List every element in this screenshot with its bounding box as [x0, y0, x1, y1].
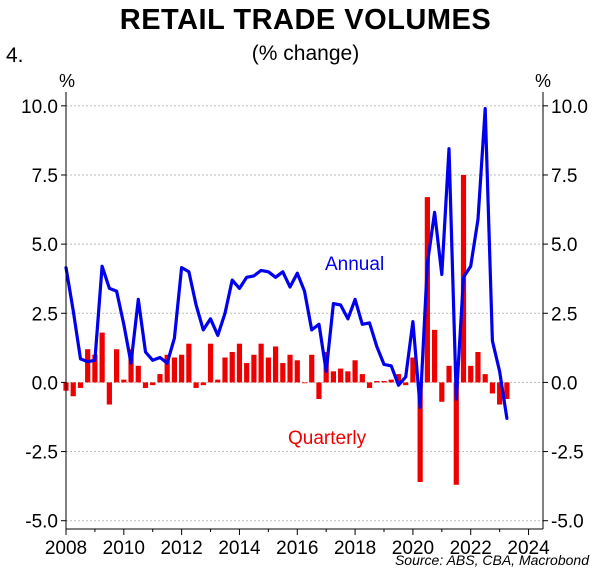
quarterly-bar: [309, 354, 315, 383]
quarterly-bar: [446, 365, 452, 383]
y-tick-label-left: 5.0: [32, 235, 58, 256]
quarterly-bar: [453, 382, 459, 485]
annual-line: [64, 106, 509, 420]
quarterly-bar: [272, 346, 279, 383]
x-tick-label: 2020: [392, 538, 434, 559]
quarterly-bar: [70, 382, 76, 397]
quarterly-bar: [179, 354, 185, 383]
quarterly-bar: [142, 382, 149, 388]
quarterly-bar: [85, 349, 91, 383]
quarterly-bar: [207, 343, 214, 383]
y-tick-label-right: 2.5: [551, 304, 577, 325]
source-note: Source: ABS, CBA, Macrobond: [394, 552, 589, 568]
quarterly-bar: [431, 329, 438, 383]
quarterly-bar: [229, 351, 235, 383]
quarterly-bar: [150, 382, 156, 386]
x-tick-label: 2016: [276, 538, 318, 559]
y-tick-label-left: 10.0: [21, 97, 58, 118]
quarterly-bar: [128, 349, 134, 383]
quarterly-bar: [489, 382, 496, 394]
quarterly-bar: [215, 379, 221, 383]
quarterly-bars: [63, 174, 510, 485]
y-tick-label-right: 10.0: [551, 97, 588, 118]
x-tick-label: 2024: [507, 538, 550, 559]
quarterly-bar: [366, 382, 373, 388]
quarterly-bar: [200, 382, 206, 386]
y-tick-label-left: 2.5: [32, 304, 58, 325]
y-tick-label-right: 7.5: [551, 166, 577, 187]
quarterly-bar: [417, 382, 423, 482]
quarterly-bar: [338, 368, 344, 383]
quarterly-bar: [280, 363, 286, 383]
quarterly-bar: [222, 357, 228, 383]
quarterly-bar: [186, 343, 192, 383]
quarterly-bar: [265, 357, 271, 383]
quarterly-series-label: Quarterly: [288, 428, 367, 449]
chart-title: RETAIL TRADE VOLUMES: [119, 4, 492, 36]
y-tick-label-right: 0.0: [551, 373, 577, 394]
quarterly-bar: [374, 381, 380, 383]
quarterly-bar: [113, 349, 120, 383]
annual-line-group: [64, 106, 509, 420]
quarterly-bar: [410, 357, 416, 383]
quarterly-bar: [171, 357, 178, 383]
y-tick-label-left: 0.0: [32, 373, 58, 394]
quarterly-bar: [106, 382, 112, 405]
quarterly-bar: [294, 360, 300, 383]
y-tick-label-right: -2.5: [551, 443, 584, 464]
quarterly-bar: [251, 354, 257, 383]
quarterly-bar: [236, 343, 243, 383]
quarterly-bar: [395, 374, 402, 383]
quarterly-bar: [439, 382, 445, 402]
y-tick-label-right: -5.0: [551, 512, 584, 533]
axes: 10.0 10.0 7.5 7.5 5.0 5.0 2.5 2.5 0.0 0.0 -2.5 -2.5…: [21, 92, 588, 559]
quarterly-bar: [359, 374, 365, 383]
quarterly-bar: [99, 332, 105, 383]
quarterly-bar: [157, 374, 163, 383]
quarterly-bar: [352, 360, 358, 383]
annual-series-label: Annual: [325, 254, 384, 275]
quarterly-bar: [164, 354, 170, 383]
chart-subtitle: (% change): [251, 42, 360, 65]
quarterly-bar: [135, 365, 141, 383]
quarterly-bar: [497, 382, 503, 405]
y-tick-label-left: -2.5: [25, 443, 58, 464]
quarterly-bar: [316, 382, 322, 400]
y-tick-label-right: 5.0: [551, 235, 577, 256]
y-tick-label-left: -5.0: [25, 512, 58, 533]
right-axis-unit: %: [535, 71, 551, 91]
quarterly-bar: [193, 382, 199, 388]
x-tick-label: 2022: [450, 538, 492, 559]
quarterly-bar: [381, 381, 387, 383]
quarterly-bar: [92, 354, 98, 383]
quarterly-bar: [403, 382, 409, 386]
quarterly-bar: [482, 374, 488, 383]
quarterly-bar: [244, 363, 250, 383]
quarterly-bar: [468, 365, 474, 383]
x-tick-label: 2010: [103, 538, 145, 559]
quarterly-bar: [345, 371, 351, 383]
quarterly-bar: [388, 379, 394, 383]
quarterly-bar: [77, 382, 84, 388]
quarterly-bar: [121, 379, 127, 383]
figure-number: 4.: [6, 44, 24, 67]
x-tick-label: 2018: [334, 538, 376, 559]
quarterly-bar: [475, 351, 481, 383]
x-tick-label: 2012: [160, 538, 202, 559]
x-tick-label: 2014: [218, 538, 261, 559]
quarterly-bar: [301, 382, 308, 384]
left-axis-unit: %: [59, 71, 75, 91]
quarterly-bar: [504, 382, 510, 400]
quarterly-bar: [287, 354, 293, 383]
y-tick-label-left: 7.5: [32, 166, 58, 187]
x-tick-label: 2008: [45, 538, 87, 559]
quarterly-bar: [258, 343, 264, 383]
quarterly-bar: [330, 371, 337, 383]
